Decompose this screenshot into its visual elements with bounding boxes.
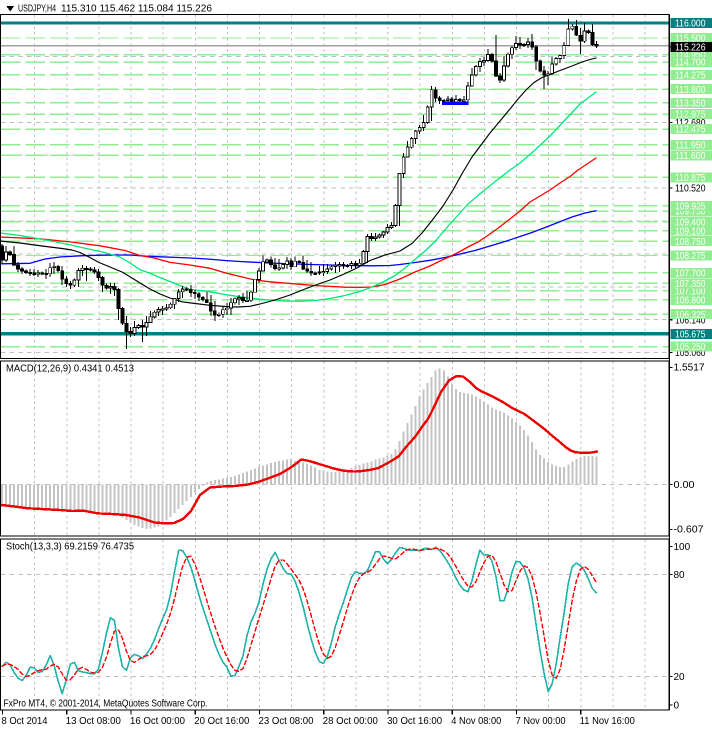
svg-text:11 Nov 16:00: 11 Nov 16:00 [580, 716, 636, 727]
svg-text:110.520: 110.520 [675, 184, 706, 195]
svg-text:105.250: 105.250 [675, 342, 706, 353]
svg-text:Stoch(13,3,3) 69.2159 76.4735: Stoch(13,3,3) 69.2159 76.4735 [6, 542, 134, 553]
svg-text:108.750: 108.750 [675, 237, 706, 248]
svg-text:115.310 115.462 115.084 115.22: 115.310 115.462 115.084 115.226 [61, 4, 212, 15]
svg-text:28 Oct 00:00: 28 Oct 00:00 [323, 716, 379, 727]
svg-text:30 Oct 16:00: 30 Oct 16:00 [387, 716, 443, 727]
svg-text:110.875: 110.875 [675, 173, 706, 184]
svg-text:16 Oct 00:00: 16 Oct 00:00 [130, 716, 186, 727]
svg-text:107.700: 107.700 [675, 268, 706, 279]
svg-text:80: 80 [674, 570, 686, 581]
svg-text:116.000: 116.000 [675, 19, 706, 30]
svg-text:20: 20 [674, 672, 686, 683]
svg-text:13 Oct 08:00: 13 Oct 08:00 [66, 716, 122, 727]
svg-text:4 Nov 08:00: 4 Nov 08:00 [451, 716, 502, 727]
svg-text:114.700: 114.700 [675, 58, 706, 69]
svg-text:105.675: 105.675 [675, 329, 706, 340]
svg-text:106.800: 106.800 [675, 296, 706, 307]
svg-text:20 Oct 16:00: 20 Oct 16:00 [194, 716, 250, 727]
svg-text:USDJPY,H4: USDJPY,H4 [18, 4, 56, 15]
svg-text:112.475: 112.475 [675, 125, 706, 136]
svg-text:7 Nov 00:00: 7 Nov 00:00 [516, 716, 567, 727]
svg-text:109.100: 109.100 [675, 226, 706, 237]
svg-text:109.925: 109.925 [675, 202, 706, 213]
svg-text:108.275: 108.275 [675, 251, 706, 262]
svg-text:100: 100 [674, 542, 691, 553]
svg-text:0.00: 0.00 [674, 480, 695, 491]
svg-text:-0.607: -0.607 [674, 525, 704, 536]
svg-text:111.950: 111.950 [675, 141, 706, 152]
svg-text:MACD(12,26,9) 0.4341 0.4513: MACD(12,26,9) 0.4341 0.4513 [6, 364, 134, 375]
svg-text:107.350: 107.350 [675, 279, 706, 290]
svg-text:1.5517: 1.5517 [674, 363, 705, 374]
svg-text:0: 0 [674, 701, 680, 712]
svg-text:FxPro MT4, © 2001-2014, MetaQu: FxPro MT4, © 2001-2014, MetaQuotes Softw… [4, 699, 208, 710]
svg-text:113.350: 113.350 [675, 98, 706, 109]
svg-text:114.275: 114.275 [675, 71, 706, 82]
svg-text:115.226: 115.226 [675, 43, 706, 54]
svg-text:106.325: 106.325 [675, 310, 706, 321]
svg-text:23 Oct 08:00: 23 Oct 08:00 [259, 716, 315, 727]
svg-text:112.975: 112.975 [675, 110, 706, 121]
svg-text:111.600: 111.600 [675, 151, 706, 162]
svg-text:8 Oct 2014: 8 Oct 2014 [2, 716, 49, 727]
svg-text:113.800: 113.800 [675, 85, 706, 96]
